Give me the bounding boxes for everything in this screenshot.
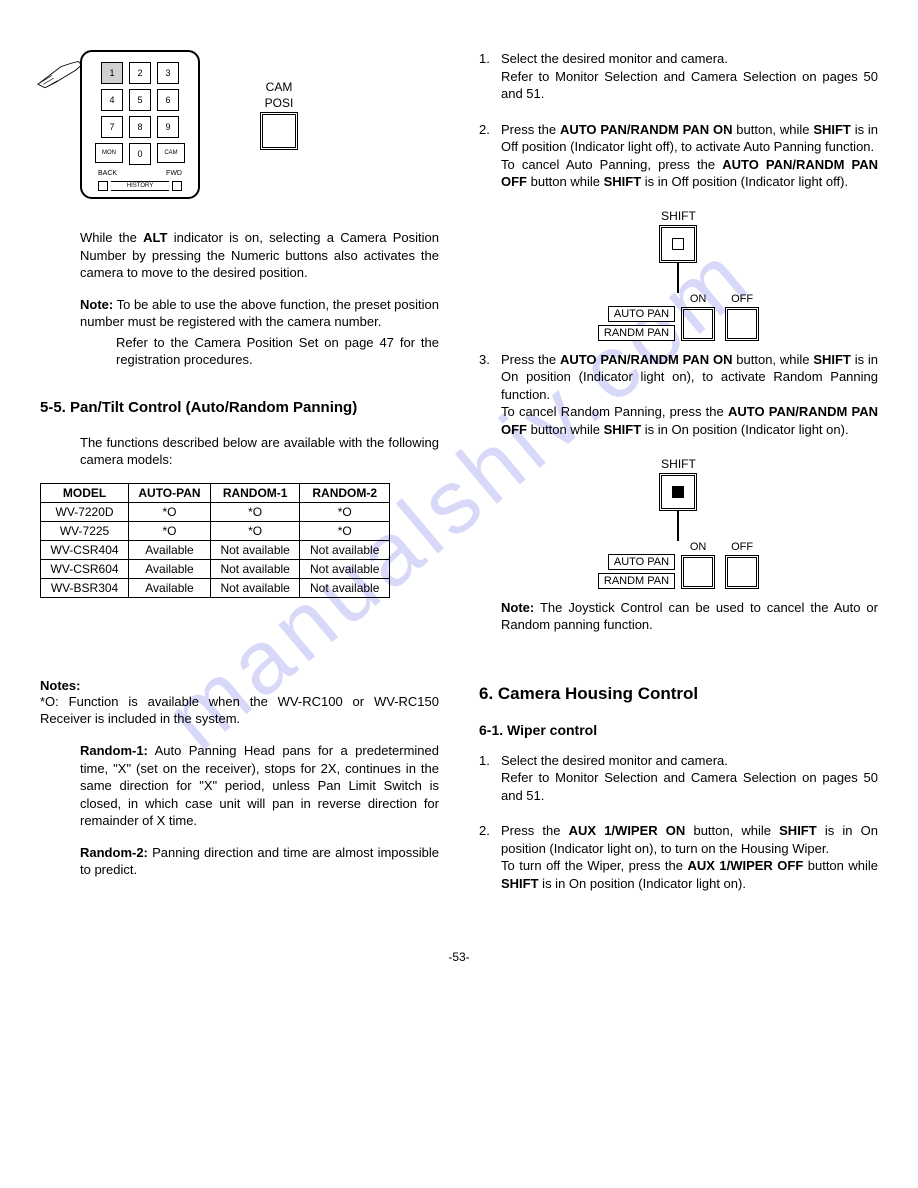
key-cam: CAM <box>157 143 185 163</box>
th-model: MODEL <box>41 483 129 502</box>
th-autopan: AUTO-PAN <box>129 483 211 502</box>
td: WV-CSR404 <box>41 540 129 559</box>
td: *O <box>300 502 390 521</box>
td: Available <box>129 578 211 597</box>
td: Not available <box>300 540 390 559</box>
random2-para: Random-2: Panning direction and time are… <box>80 844 439 879</box>
remote-control: 1 2 3 4 5 6 7 8 9 <box>80 50 200 199</box>
td: WV-BSR304 <box>41 578 129 597</box>
functions-desc: The functions described below are availa… <box>80 434 439 469</box>
section-6-1: 6-1. Wiper control <box>479 722 878 738</box>
td: Not available <box>210 578 300 597</box>
notes-label: Notes: <box>40 678 439 693</box>
key-7: 7 <box>101 116 123 138</box>
cam-label: CAM <box>260 80 298 94</box>
key-4: 4 <box>101 89 123 111</box>
key-1: 1 <box>101 62 123 84</box>
wiper-step-1: 1. Select the desired monitor and camera… <box>479 752 878 805</box>
td: *O <box>210 521 300 540</box>
td: Not available <box>210 540 300 559</box>
fwd-box <box>172 181 182 191</box>
td: WV-7225 <box>41 521 129 540</box>
shift-diagram-on: SHIFT AUTO PAN RANDM PAN ON <box>479 457 878 589</box>
td: WV-CSR604 <box>41 559 129 578</box>
th-random2: RANDOM-2 <box>300 483 390 502</box>
th-random1: RANDOM-1 <box>210 483 300 502</box>
camposi-box <box>260 112 298 150</box>
key-mon: MON <box>95 143 123 163</box>
left-column: 1 2 3 4 5 6 7 8 9 <box>40 50 439 910</box>
model-table: MODEL AUTO-PAN RANDOM-1 RANDOM-2 WV-7220… <box>40 483 390 598</box>
key-0: 0 <box>129 143 151 165</box>
fwd-label: FWD <box>166 170 182 177</box>
td: Available <box>129 540 211 559</box>
random1-para: Random-1: Auto Panning Head pans for a p… <box>80 742 439 830</box>
section-5-5: 5-5. Pan/Tilt Control (Auto/Random Panni… <box>40 399 439 416</box>
camposi-block: CAM POSI <box>260 80 298 150</box>
section-6: 6. Camera Housing Control <box>479 684 878 704</box>
td: Not available <box>300 559 390 578</box>
back-label: BACK <box>98 170 117 177</box>
key-3: 3 <box>157 62 179 84</box>
key-5: 5 <box>129 89 151 111</box>
key-2: 2 <box>129 62 151 84</box>
alt-paragraph: While the ALT indicator is on, selecting… <box>80 229 439 282</box>
back-box <box>98 181 108 191</box>
key-6: 6 <box>157 89 179 111</box>
page-number: -53- <box>40 950 878 964</box>
td: *O <box>129 502 211 521</box>
key-8: 8 <box>129 116 151 138</box>
shift-diagram-off: SHIFT AUTO PAN RANDM PAN ON <box>479 209 878 341</box>
wiper-step-2: 2. Press the AUX 1/WIPER ON button, whil… <box>479 822 878 892</box>
step-2: 2. Press the AUTO PAN/RANDM PAN ON butto… <box>479 121 878 191</box>
td: WV-7220D <box>41 502 129 521</box>
td: Available <box>129 559 211 578</box>
posi-label: POSI <box>260 96 298 110</box>
right-column: 1. Select the desired monitor and camera… <box>479 50 878 910</box>
joystick-note: Note: The Joystick Control can be used t… <box>501 599 878 634</box>
td: *O <box>129 521 211 540</box>
td: Not available <box>210 559 300 578</box>
note-o: *O: Function is available when the WV-RC… <box>40 693 439 728</box>
history-label: HISTORY <box>111 181 169 191</box>
step-3: 3. Press the AUTO PAN/RANDM PAN ON butto… <box>479 351 878 439</box>
td: *O <box>300 521 390 540</box>
key-9: 9 <box>157 116 179 138</box>
td: *O <box>210 502 300 521</box>
step-1: 1. Select the desired monitor and camera… <box>479 50 878 103</box>
td: Not available <box>300 578 390 597</box>
note-paragraph: Note: To be able to use the above functi… <box>80 296 439 369</box>
